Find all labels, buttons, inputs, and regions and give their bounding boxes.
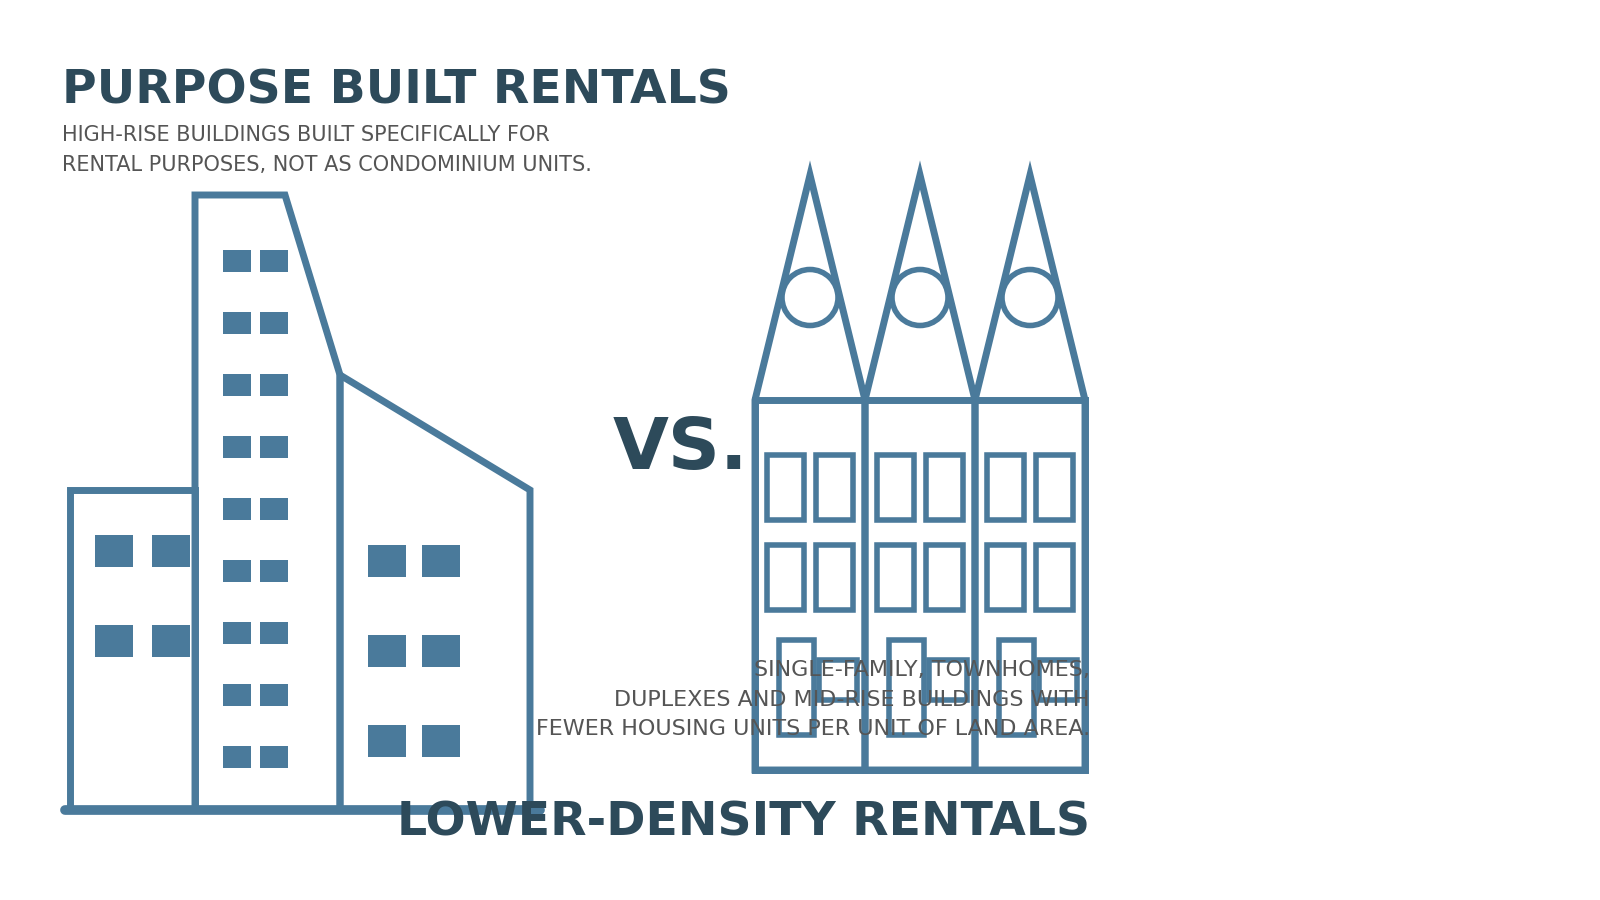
- Text: PURPOSE BUILT RENTALS: PURPOSE BUILT RENTALS: [62, 68, 731, 113]
- Text: VS.: VS.: [613, 416, 747, 484]
- FancyBboxPatch shape: [368, 725, 406, 757]
- FancyBboxPatch shape: [152, 535, 190, 567]
- Text: LOWER-DENSITY RENTALS: LOWER-DENSITY RENTALS: [397, 800, 1090, 845]
- FancyBboxPatch shape: [259, 622, 288, 644]
- FancyBboxPatch shape: [222, 498, 251, 520]
- FancyBboxPatch shape: [222, 746, 251, 768]
- FancyBboxPatch shape: [222, 684, 251, 706]
- FancyBboxPatch shape: [222, 374, 251, 396]
- FancyBboxPatch shape: [222, 560, 251, 582]
- Text: SINGLE-FAMILY, TOWNHOMES,
DUPLEXES AND MID-RISE BUILDINGS WITH
FEWER HOUSING UNI: SINGLE-FAMILY, TOWNHOMES, DUPLEXES AND M…: [536, 660, 1090, 739]
- FancyBboxPatch shape: [422, 545, 461, 577]
- FancyBboxPatch shape: [259, 250, 288, 272]
- FancyBboxPatch shape: [222, 436, 251, 458]
- FancyBboxPatch shape: [259, 498, 288, 520]
- FancyBboxPatch shape: [222, 622, 251, 644]
- FancyBboxPatch shape: [259, 374, 288, 396]
- FancyBboxPatch shape: [259, 312, 288, 334]
- FancyBboxPatch shape: [152, 625, 190, 657]
- FancyBboxPatch shape: [368, 635, 406, 667]
- FancyBboxPatch shape: [368, 545, 406, 577]
- FancyBboxPatch shape: [259, 436, 288, 458]
- FancyBboxPatch shape: [259, 684, 288, 706]
- FancyBboxPatch shape: [222, 250, 251, 272]
- Text: HIGH-RISE BUILDINGS BUILT SPECIFICALLY FOR
RENTAL PURPOSES, NOT AS CONDOMINIUM U: HIGH-RISE BUILDINGS BUILT SPECIFICALLY F…: [62, 125, 592, 175]
- FancyBboxPatch shape: [259, 560, 288, 582]
- FancyBboxPatch shape: [94, 535, 133, 567]
- FancyBboxPatch shape: [259, 746, 288, 768]
- FancyBboxPatch shape: [422, 725, 461, 757]
- FancyBboxPatch shape: [94, 625, 133, 657]
- FancyBboxPatch shape: [422, 635, 461, 667]
- FancyBboxPatch shape: [222, 312, 251, 334]
